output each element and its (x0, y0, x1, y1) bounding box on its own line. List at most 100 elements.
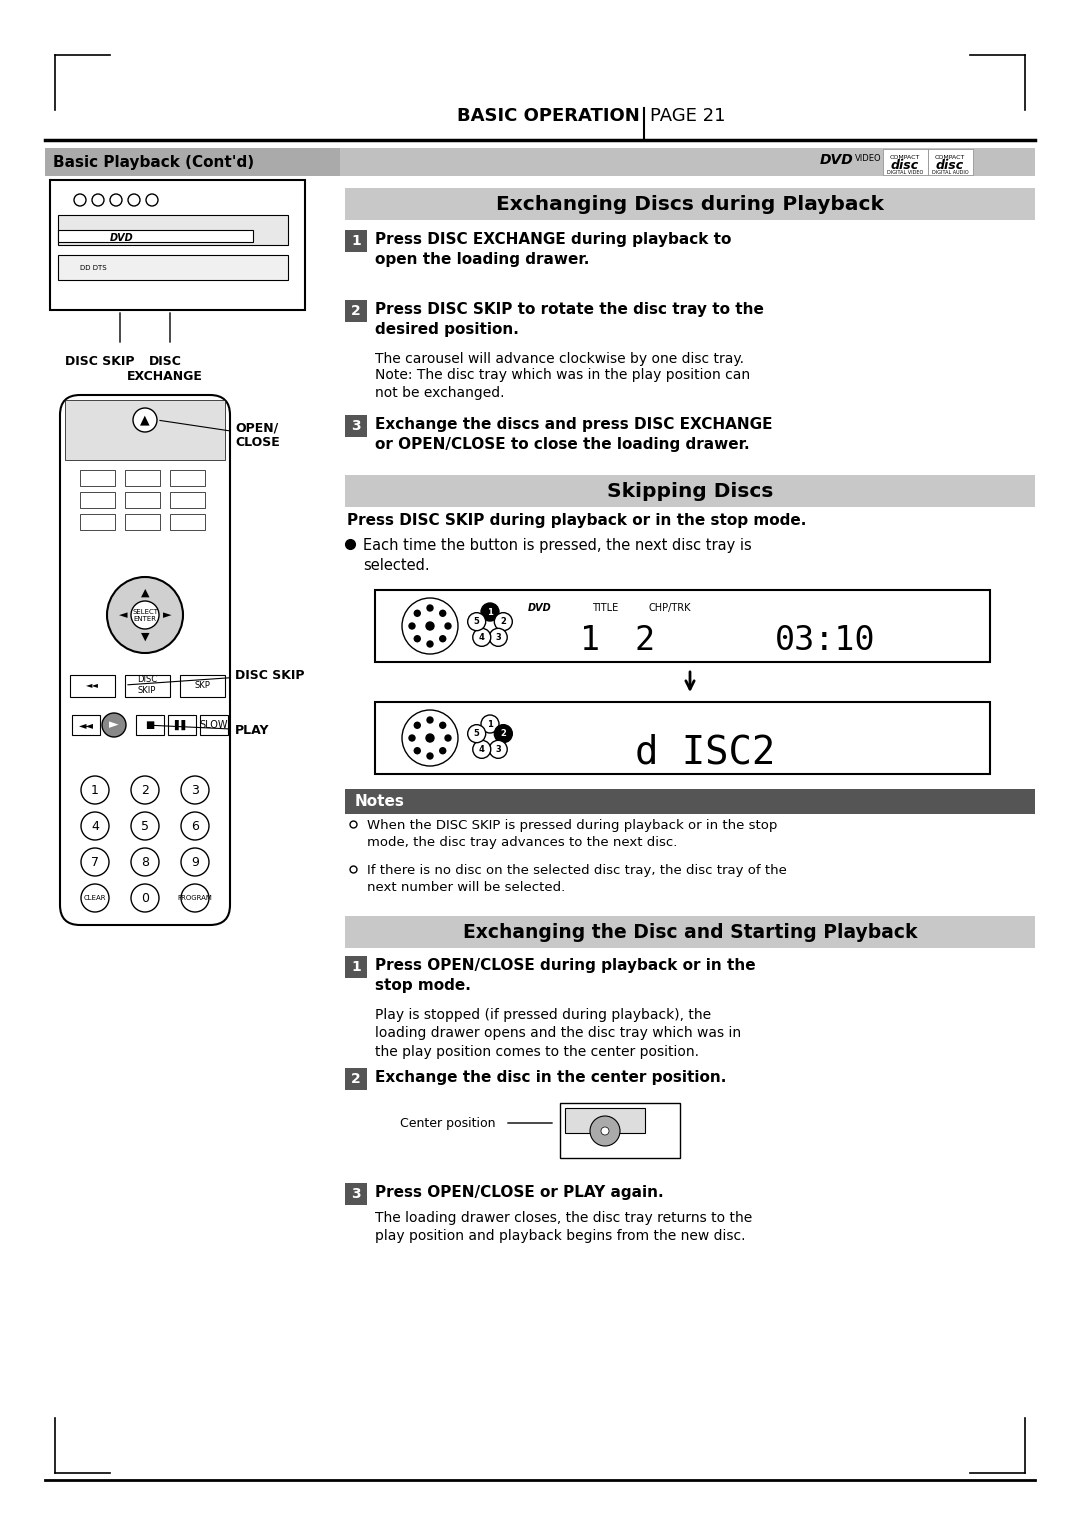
Circle shape (473, 628, 490, 646)
Text: disc: disc (891, 159, 919, 171)
Bar (345, 188, 1035, 220)
Circle shape (402, 711, 458, 766)
Text: ◄: ◄ (119, 610, 127, 620)
Bar (58, 231, 253, 241)
Bar (345, 915, 1035, 947)
Circle shape (131, 811, 159, 840)
Circle shape (468, 613, 486, 631)
Circle shape (481, 604, 499, 620)
Text: SLOW: SLOW (200, 720, 228, 730)
Text: SELECT
ENTER: SELECT ENTER (132, 608, 158, 622)
Text: Press DISC SKIP to rotate the disc tray to the
desired position.: Press DISC SKIP to rotate the disc tray … (375, 303, 764, 336)
Bar (345, 299, 367, 322)
Circle shape (427, 717, 433, 723)
Text: 1: 1 (91, 784, 99, 796)
Text: ▼: ▼ (140, 633, 149, 642)
Text: 2: 2 (141, 784, 149, 796)
Bar (80, 471, 114, 486)
Bar (45, 148, 340, 176)
Circle shape (81, 848, 109, 876)
Text: 2: 2 (500, 729, 507, 738)
Bar (80, 492, 114, 507)
Bar (928, 150, 973, 176)
Text: disc: disc (936, 159, 964, 171)
Text: DISC
SKIP: DISC SKIP (137, 675, 157, 695)
Circle shape (409, 735, 415, 741)
Text: OPEN/
CLOSE: OPEN/ CLOSE (160, 420, 280, 449)
Text: Press DISC EXCHANGE during playback to
open the loading drawer.: Press DISC EXCHANGE during playback to o… (375, 232, 731, 267)
Bar (345, 788, 1035, 814)
Text: 1: 1 (487, 720, 492, 729)
Text: 3: 3 (351, 419, 361, 432)
Text: 2: 2 (635, 623, 656, 657)
Text: DIGITAL AUDIO: DIGITAL AUDIO (932, 170, 969, 174)
Text: Each time the button is pressed, the next disc tray is
selected.: Each time the button is pressed, the nex… (363, 538, 752, 573)
Text: The loading drawer closes, the disc tray returns to the
play position and playba: The loading drawer closes, the disc tray… (375, 1212, 753, 1244)
Text: 3: 3 (191, 784, 199, 796)
Circle shape (131, 885, 159, 912)
Bar (170, 471, 205, 486)
Text: ◄◄: ◄◄ (85, 680, 98, 689)
Text: 6: 6 (191, 819, 199, 833)
Circle shape (473, 741, 490, 758)
Text: 3: 3 (351, 1187, 361, 1201)
Text: ►: ► (163, 610, 172, 620)
Text: 1: 1 (351, 234, 361, 248)
Bar (200, 715, 228, 735)
Text: 4: 4 (91, 819, 99, 833)
Circle shape (81, 811, 109, 840)
Text: 1: 1 (351, 960, 361, 973)
Text: DISC
EXCHANGE: DISC EXCHANGE (127, 354, 203, 384)
Text: Center position: Center position (400, 1117, 496, 1129)
Text: 5: 5 (474, 729, 480, 738)
Circle shape (131, 776, 159, 804)
Circle shape (427, 642, 433, 646)
Text: Exchanging the Disc and Starting Playback: Exchanging the Disc and Starting Playbac… (462, 923, 917, 941)
Text: 1: 1 (580, 623, 600, 657)
Circle shape (181, 885, 210, 912)
Circle shape (131, 601, 159, 630)
Text: Press DISC SKIP during playback or in the stop mode.: Press DISC SKIP during playback or in th… (347, 513, 807, 529)
Circle shape (415, 636, 420, 642)
Text: PAGE 21: PAGE 21 (650, 107, 726, 125)
Bar (883, 150, 928, 176)
Text: 3: 3 (496, 633, 501, 642)
Bar (168, 715, 195, 735)
Circle shape (92, 194, 104, 206)
Text: Basic Playback (Cont'd): Basic Playback (Cont'd) (53, 154, 254, 170)
Circle shape (133, 408, 157, 432)
Circle shape (81, 776, 109, 804)
Circle shape (426, 733, 434, 743)
Text: 8: 8 (141, 856, 149, 868)
Text: CHP/TRK: CHP/TRK (649, 604, 691, 613)
Text: The carousel will advance clockwise by one disc tray.: The carousel will advance clockwise by o… (375, 351, 744, 367)
Bar (561, 1103, 680, 1158)
Text: Skipping Discs: Skipping Discs (607, 481, 773, 501)
Circle shape (427, 605, 433, 611)
Circle shape (181, 848, 210, 876)
Text: SKP: SKP (194, 680, 210, 689)
Text: ►: ► (109, 718, 119, 732)
Circle shape (415, 610, 420, 616)
Text: DIGITAL VIDEO: DIGITAL VIDEO (887, 170, 923, 174)
Bar (345, 475, 1035, 507)
Circle shape (402, 597, 458, 654)
Circle shape (489, 741, 508, 758)
Bar (65, 400, 225, 460)
Circle shape (440, 610, 446, 616)
Circle shape (495, 613, 512, 631)
Circle shape (489, 628, 508, 646)
Circle shape (600, 1128, 609, 1135)
Circle shape (481, 715, 499, 733)
Text: When the DISC SKIP is pressed during playback or in the stop
mode, the disc tray: When the DISC SKIP is pressed during pla… (367, 819, 778, 848)
Bar (58, 215, 288, 244)
Circle shape (131, 848, 159, 876)
Circle shape (415, 747, 420, 753)
Bar (345, 416, 367, 437)
Text: 2: 2 (500, 617, 507, 626)
Text: TITLE: TITLE (592, 604, 618, 613)
Circle shape (440, 747, 446, 753)
Text: Notes: Notes (355, 793, 405, 808)
Text: Play is stopped (if pressed during playback), the
loading drawer opens and the d: Play is stopped (if pressed during playb… (375, 1008, 741, 1059)
Bar (125, 471, 160, 486)
